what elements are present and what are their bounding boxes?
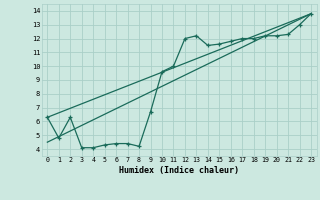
X-axis label: Humidex (Indice chaleur): Humidex (Indice chaleur) (119, 166, 239, 175)
